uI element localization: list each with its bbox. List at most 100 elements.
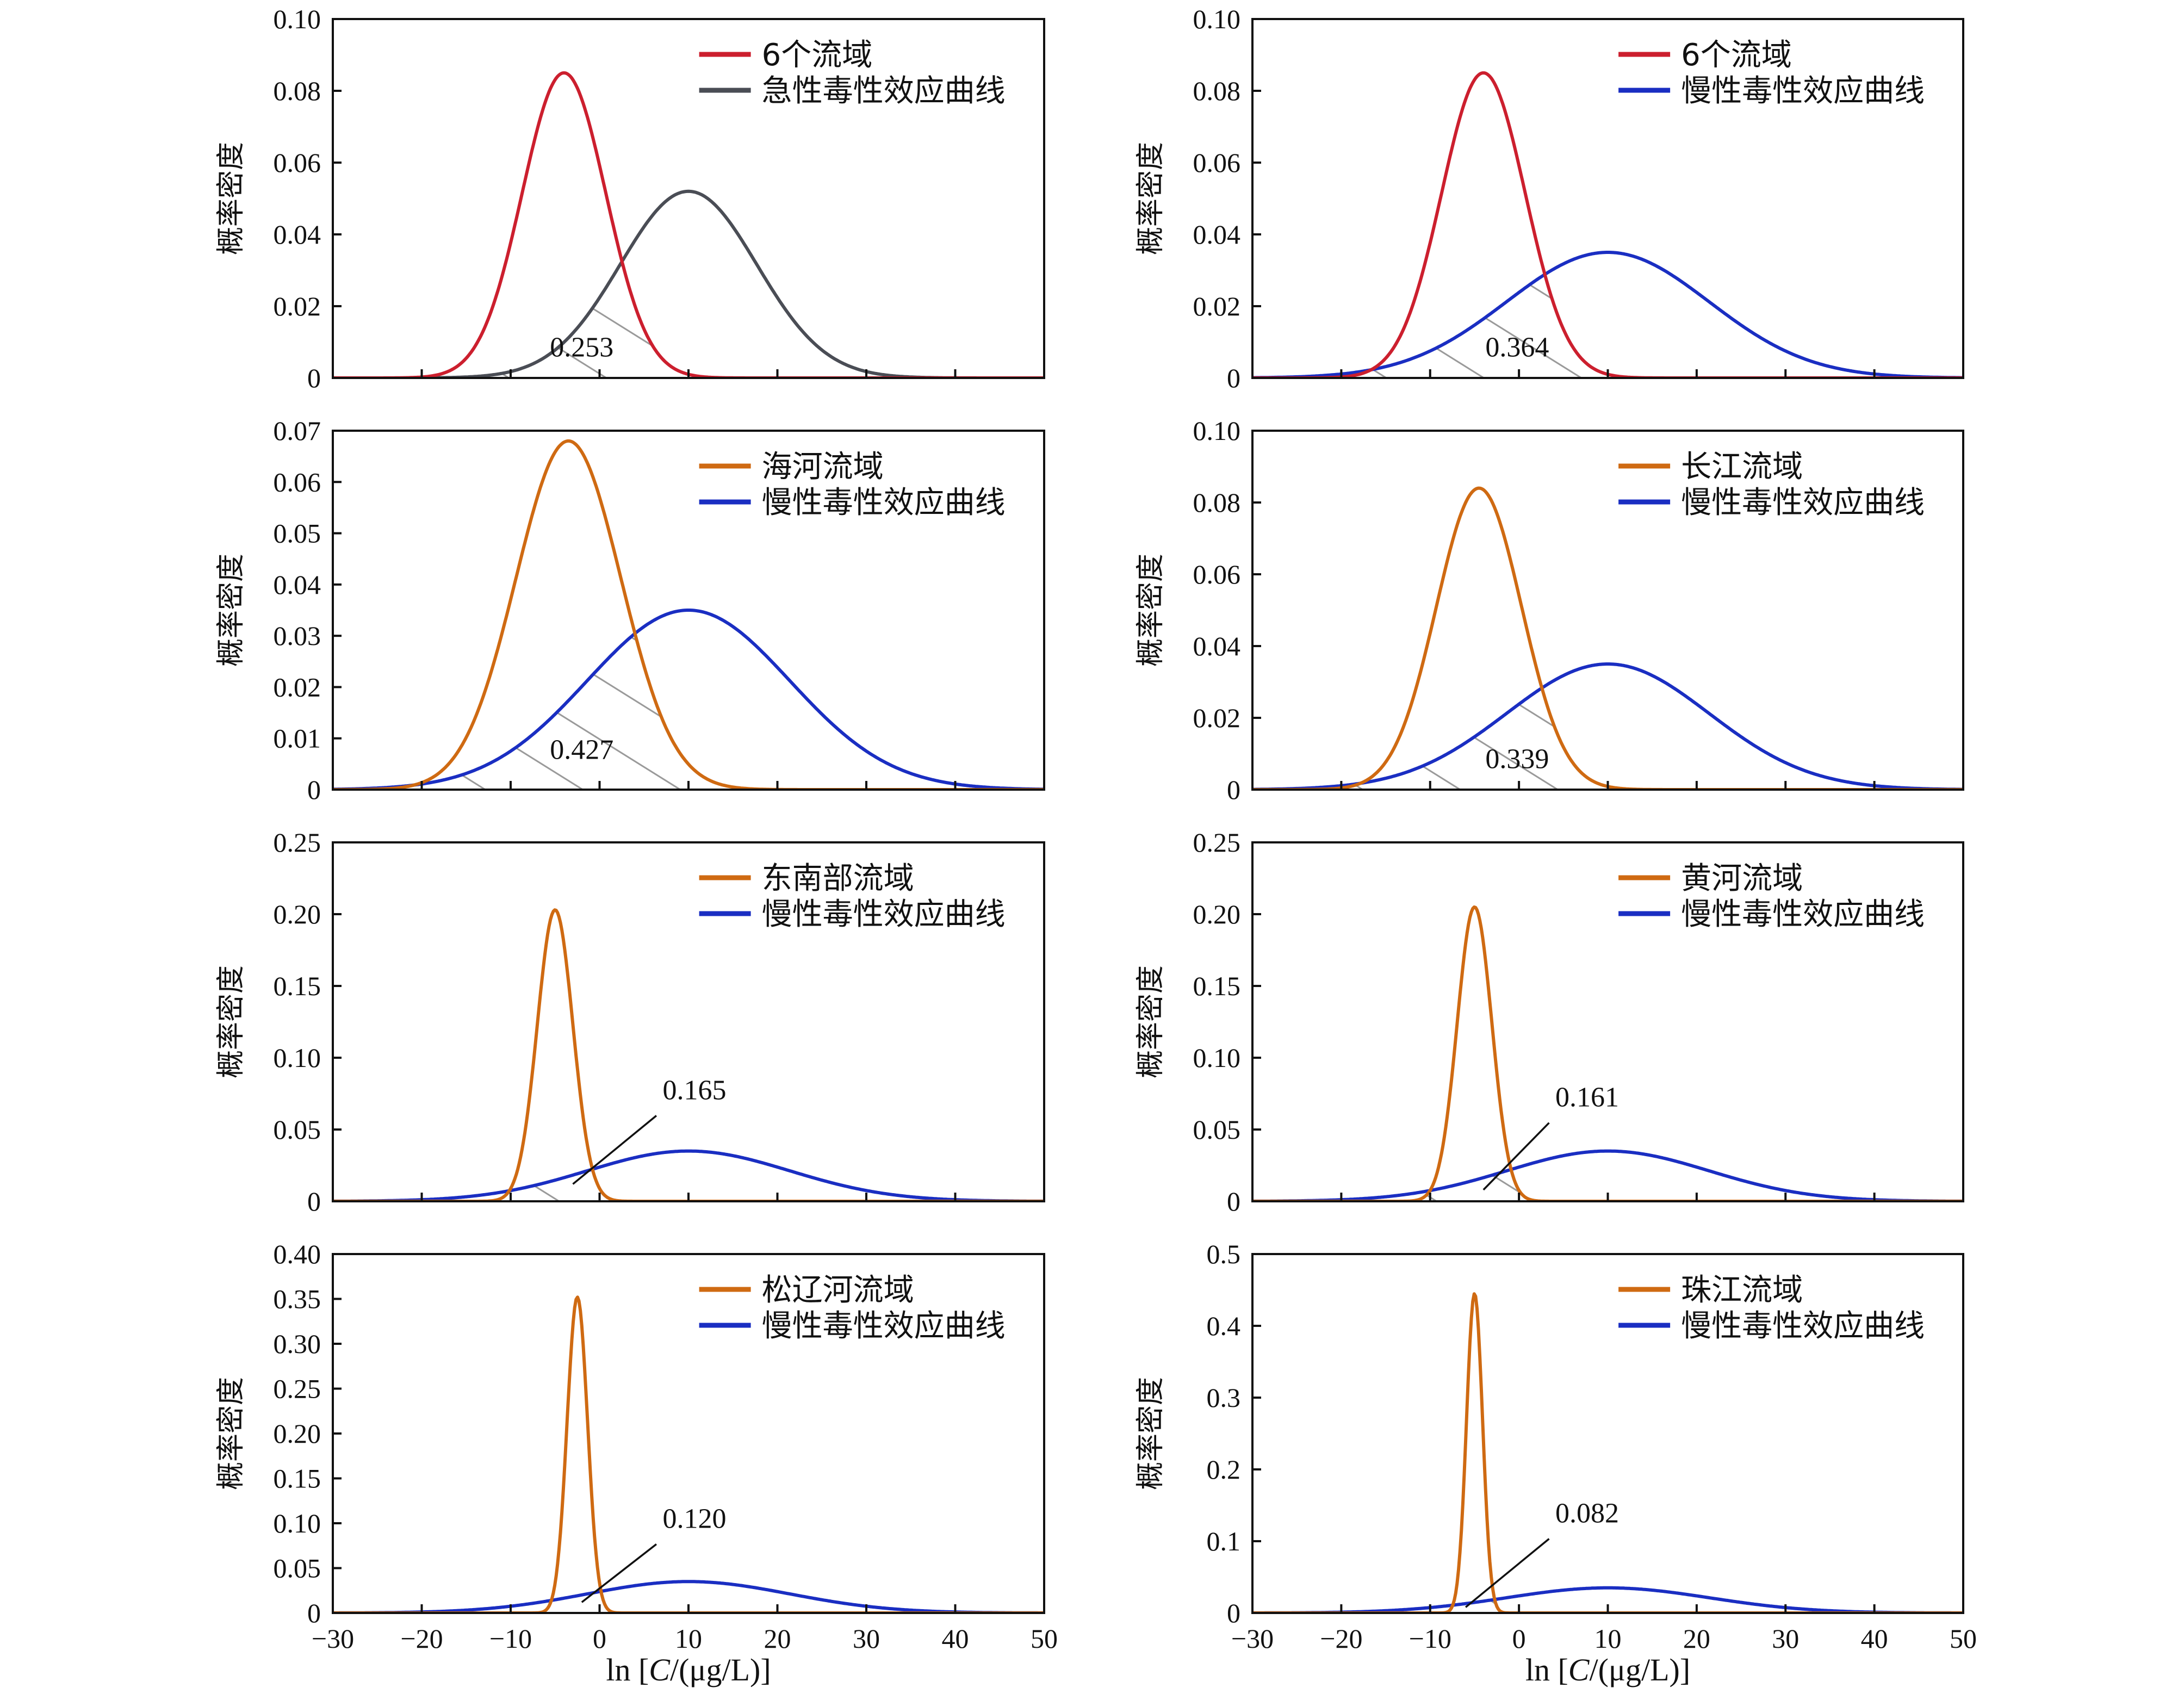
exposure-curve <box>1252 905 1963 1201</box>
x-tick-label: −30 <box>312 1623 354 1654</box>
y-tick-label: 0.15 <box>274 1463 321 1494</box>
legend-label: 慢性毒性效应曲线 <box>762 485 1006 520</box>
y-tick-label: 0.05 <box>274 1553 321 1584</box>
y-tick-label: 0.25 <box>274 827 321 858</box>
plot-frame <box>332 841 1045 1202</box>
plot-frame <box>1251 841 1964 1202</box>
x-tick-label: 50 <box>1950 1623 1977 1654</box>
x-tick-label: −20 <box>400 1623 443 1654</box>
y-tick-label: 0.10 <box>1193 4 1241 34</box>
panel-8: 0 0.1 0.2 0.3 0.4 0.5 −30 −20 −10 0 10 20 30 40 50 概率密度… <box>1134 1239 1977 1654</box>
y-tick-label: 0.05 <box>274 518 321 549</box>
y-tick-label: 0.1 <box>1207 1526 1241 1556</box>
legend-label: 慢性毒性效应曲线 <box>1681 73 1925 109</box>
overlap-value-label: 0.161 <box>1555 1082 1619 1113</box>
effect-curve <box>1252 251 1963 378</box>
y-axis-label: 概率密度 <box>1134 142 1167 255</box>
overlap-value-label: 0.082 <box>1555 1498 1619 1529</box>
x-tick-label: 30 <box>853 1623 880 1654</box>
y-tick-label: 0 <box>307 363 321 393</box>
y-tick-label: 0.2 <box>1207 1454 1241 1485</box>
legend-label: 慢性毒性效应曲线 <box>762 897 1006 932</box>
annotation-leader <box>572 1115 657 1185</box>
exposure-curve <box>333 439 1044 790</box>
legend-label: 东南部流域 <box>762 861 914 896</box>
exposure-curve <box>333 1295 1044 1613</box>
y-tick-label: 0.06 <box>274 467 321 497</box>
y-tick-label: 0.10 <box>1193 415 1241 446</box>
x-tick-label: 10 <box>675 1623 702 1654</box>
y-tick-label: 0.10 <box>274 1043 321 1073</box>
overlap-value-label: 0.120 <box>662 1504 726 1535</box>
y-tick-label: 0.04 <box>1193 631 1241 661</box>
exposure-curve <box>1252 71 1963 378</box>
y-tick-label: 0.5 <box>1207 1239 1241 1269</box>
x-tick-label: 50 <box>1031 1623 1058 1654</box>
y-tick-label: 0.25 <box>274 1374 321 1404</box>
y-tick-label: 0.04 <box>274 569 321 600</box>
effect-curve <box>1252 1149 1963 1201</box>
y-axis-label: 概率密度 <box>215 965 247 1078</box>
x-axis-label: ln [C/(μg/L)] <box>606 1652 771 1687</box>
y-axis-label: 概率密度 <box>215 142 247 255</box>
x-tick-label: −10 <box>489 1623 532 1654</box>
effect-curve <box>333 1580 1044 1613</box>
y-tick-label: 0.25 <box>1193 827 1241 858</box>
effect-curve <box>333 609 1044 790</box>
x-axis-label: ln [C/(μg/L)] <box>1525 1652 1690 1687</box>
y-tick-label: 0.07 <box>274 415 321 446</box>
plot-frame <box>1251 1253 1964 1614</box>
y-tick-label: 0 <box>307 1598 321 1628</box>
overlap-value-label: 0.165 <box>662 1075 726 1106</box>
y-tick-label: 0.20 <box>274 1418 321 1449</box>
x-tick-label: 40 <box>1861 1623 1888 1654</box>
plot-frame <box>1251 18 1964 379</box>
y-tick-label: 0.3 <box>1207 1382 1241 1413</box>
legend-label: 慢性毒性效应曲线 <box>1681 897 1925 932</box>
overlap-region <box>1252 688 1963 790</box>
y-tick-label: 0.4 <box>1207 1311 1241 1341</box>
y-tick-label: 0.08 <box>1193 487 1241 518</box>
y-tick-label: 0.20 <box>1193 899 1241 929</box>
legend-label: 黄河流域 <box>1681 861 1803 896</box>
y-tick-label: 0.02 <box>1193 703 1241 733</box>
legend-label: 慢性毒性效应曲线 <box>1681 485 1925 520</box>
effect-curve <box>333 189 1044 378</box>
y-tick-label: 0.03 <box>274 620 321 651</box>
y-tick-label: 0 <box>307 1186 321 1217</box>
y-tick-label: 0.08 <box>274 76 321 106</box>
x-tick-label: 40 <box>942 1623 969 1654</box>
y-tick-label: 0.10 <box>1193 1043 1241 1073</box>
y-axis-label: 概率密度 <box>215 1377 247 1490</box>
effect-curve <box>333 1149 1044 1201</box>
overlap-value-label: 0.253 <box>550 332 613 363</box>
legend-label: 6个流域 <box>1681 38 1792 73</box>
x-tick-label: −20 <box>1320 1623 1362 1654</box>
y-axis-label: 概率密度 <box>1134 554 1167 667</box>
y-tick-label: 0 <box>307 774 321 805</box>
x-tick-label: 20 <box>764 1623 791 1654</box>
legend-label: 珠江流域 <box>1681 1273 1803 1308</box>
x-tick-label: 0 <box>1512 1623 1526 1654</box>
y-tick-label: 0.35 <box>274 1284 321 1314</box>
y-tick-label: 0 <box>1227 1186 1240 1217</box>
overlap-value-label: 0.427 <box>550 734 613 765</box>
annotation-leader <box>1482 1122 1550 1191</box>
x-tick-label: −10 <box>1409 1623 1451 1654</box>
y-tick-label: 0.05 <box>1193 1114 1241 1145</box>
overlap-value-label: 0.339 <box>1485 743 1549 774</box>
y-axis-label: 概率密度 <box>215 554 247 667</box>
legend-label: 海河流域 <box>762 449 884 485</box>
x-tick-label: 30 <box>1772 1623 1799 1654</box>
y-tick-label: 0.30 <box>274 1329 321 1359</box>
effect-curve <box>1252 662 1963 790</box>
overlap-region <box>333 262 1044 378</box>
panel-3: 0 0.01 0.02 0.03 0.04 0.05 0.06 0.07 概率密度 海河流域慢性毒… <box>215 415 1045 805</box>
y-tick-label: 0.01 <box>274 723 321 754</box>
y-tick-label: 0.05 <box>274 1114 321 1145</box>
